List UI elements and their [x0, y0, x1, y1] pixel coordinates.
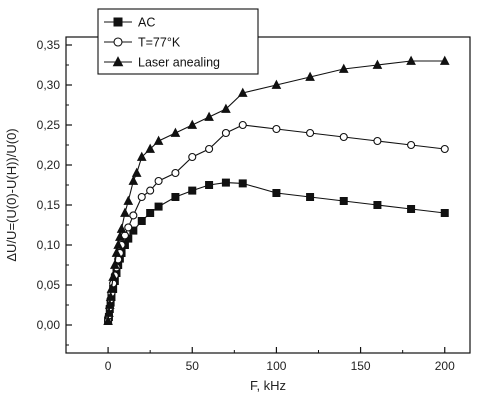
data-point: [272, 124, 281, 134]
y-axis-label: ΔU/U=(U(0)-U(H))/U(0): [4, 128, 19, 261]
data-point: [123, 195, 134, 205]
data-point: [153, 135, 164, 145]
data-point: [105, 291, 116, 301]
axes: 0,00 0,05 0,10 0,15 0,20 0,25 0,30 0,35 0 50 100 15…: [37, 36, 471, 373]
data-point: [136, 151, 147, 161]
data-point: [338, 63, 349, 73]
y-tick-label: 0,20: [37, 158, 61, 172]
legend-label: T=77°K: [138, 36, 181, 50]
legend-label: AC: [138, 16, 155, 30]
data-point: [339, 197, 348, 205]
data-point: [406, 55, 416, 65]
data-point: [154, 176, 163, 186]
x-tick-label: 0: [105, 359, 112, 373]
data-point: [104, 307, 114, 317]
data-point: [112, 56, 124, 67]
data-point: [204, 111, 214, 121]
data-point: [109, 259, 120, 269]
y-tick-label: 0,25: [37, 118, 61, 132]
data-point: [372, 59, 383, 69]
y-tick-label: 0,15: [37, 198, 61, 212]
y-tick-label: 0,00: [37, 318, 61, 332]
data-point: [188, 186, 197, 195]
data-point: [205, 144, 214, 154]
data-point: [128, 175, 139, 185]
data-point: [106, 283, 117, 293]
data-point: [221, 178, 230, 187]
y-tick-label: 0,10: [37, 238, 61, 252]
data-point: [407, 140, 416, 150]
data-point: [221, 103, 231, 113]
data-point: [124, 223, 133, 232]
data-point: [104, 299, 115, 309]
data-point: [305, 71, 315, 81]
data-point: [115, 231, 125, 241]
data-point: [306, 193, 315, 201]
data-point: [131, 167, 142, 177]
data-point: [113, 37, 123, 47]
y-tick-label: 0,35: [37, 38, 61, 52]
data-point: [116, 223, 127, 233]
data-point: [407, 205, 416, 213]
data-point: [238, 120, 247, 130]
data-point: [440, 144, 449, 154]
x-tick-label: 200: [435, 359, 455, 373]
data-point: [170, 127, 181, 137]
series-line: [107, 124, 445, 322]
data-point: [205, 181, 214, 189]
series-triangle: [103, 55, 450, 325]
data-point: [137, 217, 146, 225]
series-group: [103, 55, 450, 326]
legend: AC T=77°K Laser anealing: [97, 8, 259, 75]
data-point: [146, 186, 155, 195]
x-tick-label: 150: [351, 359, 371, 373]
plot-frame: [65, 36, 471, 354]
data-point: [111, 247, 122, 257]
data-point: [306, 128, 315, 138]
data-point: [103, 315, 113, 325]
data-point: [145, 143, 155, 153]
data-point: [171, 193, 180, 201]
data-point: [237, 87, 248, 97]
data-point: [439, 55, 450, 65]
data-point: [188, 152, 197, 162]
x-tick-label: 50: [186, 359, 200, 373]
data-point: [271, 79, 282, 89]
x-tick-label: 100: [266, 359, 286, 373]
data-point: [129, 211, 138, 220]
data-point: [108, 271, 118, 281]
data-point: [373, 201, 382, 209]
data-point: [373, 136, 382, 146]
data-point: [339, 132, 348, 142]
data-point: [187, 119, 198, 129]
y-tick-label: 0,30: [37, 78, 61, 92]
data-point: [272, 189, 281, 197]
data-point: [113, 239, 124, 249]
data-point: [120, 207, 130, 217]
data-point: [238, 179, 247, 188]
data-point: [137, 192, 146, 202]
data-point: [221, 128, 230, 138]
series-square: [104, 178, 449, 325]
data-point: [154, 202, 163, 211]
y-tick-label: 0,05: [37, 278, 61, 292]
x-axis-label: F, kHz: [250, 378, 286, 393]
data-point: [113, 17, 123, 27]
data-point: [146, 209, 155, 217]
series-circle-open: [104, 120, 449, 326]
data-point: [440, 209, 449, 217]
legend-label: Laser anealing: [138, 56, 220, 70]
data-point: [171, 168, 180, 178]
